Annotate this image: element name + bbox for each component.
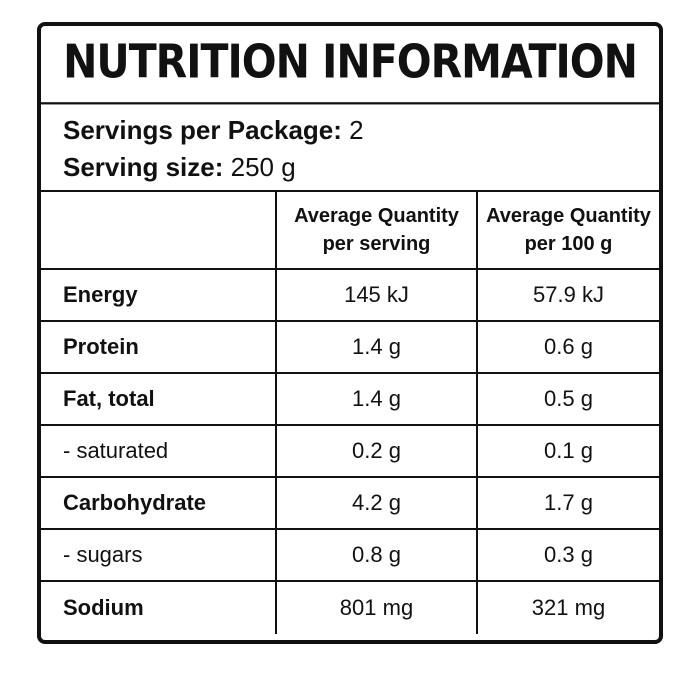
row-protein-per-serving: 1.4 g bbox=[277, 322, 478, 374]
row-energy-per-serving: 145 kJ bbox=[277, 270, 478, 322]
row-sodium-per-100g: 321 mg bbox=[531, 595, 606, 620]
row-protein-nutrient: Protein bbox=[41, 322, 277, 374]
servings-per-package: Servings per Package: 2 bbox=[63, 112, 659, 149]
header-per-serving-text: Average Quantity per serving bbox=[294, 205, 459, 255]
servings-per-package-value: 2 bbox=[349, 115, 364, 145]
header-nutrient bbox=[41, 192, 277, 270]
servings-per-package-label: Servings per Package: bbox=[63, 115, 342, 145]
serving-size: Serving size: 250 g bbox=[63, 149, 659, 186]
row-energy-nutrient: Energy bbox=[41, 270, 277, 322]
row-energy-per-100g: 57.9 kJ bbox=[478, 270, 659, 322]
row-saturated-nutrient: - saturated bbox=[41, 426, 277, 478]
header-per-100g-text: Average Quantity per 100 g bbox=[486, 205, 651, 255]
row-sugars-per-100g: 0.3 g bbox=[478, 530, 659, 582]
row-protein-per-100g: 0.6 g bbox=[478, 322, 659, 374]
row-carbohydrate-per-serving: 4.2 g bbox=[277, 478, 478, 530]
serving-size-value: 250 g bbox=[230, 152, 296, 182]
row-sodium-nutrient: Sodium bbox=[41, 582, 277, 634]
row-carbohydrate-per-100g: 1.7 g bbox=[478, 478, 659, 530]
nutrition-table: Average Quantity per serving Average Qua… bbox=[41, 192, 659, 634]
header-per-100g: Average Quantity per 100 g bbox=[478, 192, 659, 270]
row-carbohydrate-nutrient: Carbohydrate bbox=[41, 478, 277, 530]
row-fat-total-per-100g: 0.5 g bbox=[478, 374, 659, 426]
serving-size-label: Serving size: bbox=[63, 152, 224, 182]
row-fat-total-nutrient: Fat, total bbox=[41, 374, 277, 426]
row-sugars-per-serving: 0.8 g bbox=[277, 530, 478, 582]
row-sugars-nutrient: - sugars bbox=[41, 530, 277, 582]
nutrition-panel: NUTRITION INFORMATION Servings per Packa… bbox=[37, 22, 663, 644]
row-saturated-per-100g: 0.1 g bbox=[478, 426, 659, 478]
servings-section: Servings per Package: 2 Serving size: 25… bbox=[41, 100, 659, 192]
panel-title: NUTRITION INFORMATION bbox=[41, 26, 659, 105]
row-sodium-per-serving: 801 mg bbox=[277, 582, 478, 634]
row-saturated-per-serving: 0.2 g bbox=[277, 426, 478, 478]
row-fat-total-per-serving: 1.4 g bbox=[277, 374, 478, 426]
header-per-serving: Average Quantity per serving bbox=[277, 192, 478, 270]
